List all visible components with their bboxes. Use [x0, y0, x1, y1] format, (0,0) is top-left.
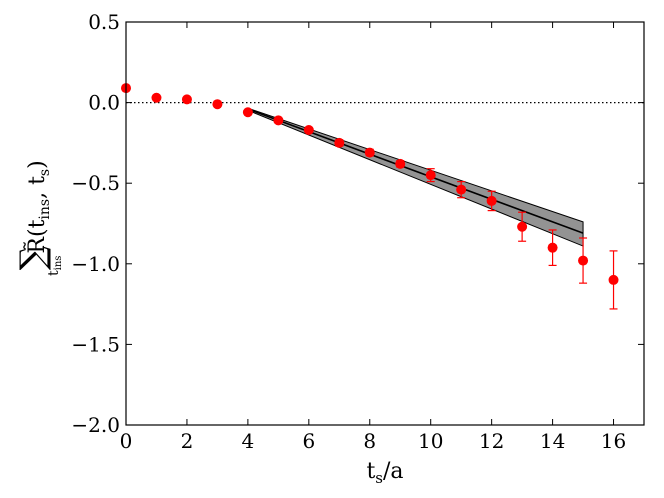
y-label-sum-sub2: ins: [53, 256, 64, 271]
data-point: [334, 137, 345, 148]
data-point: [273, 115, 284, 126]
data-point: [517, 221, 528, 232]
data-point: [364, 147, 375, 158]
data-point: [181, 94, 192, 105]
data-point: [303, 125, 314, 136]
x-tick-label: 10: [418, 429, 443, 453]
fit-band-layer: [247, 107, 584, 247]
axes-frame: [125, 21, 645, 426]
y-axis-label: ∑tinsR̃(tins, ts): [13, 160, 64, 276]
data-point: [395, 158, 406, 169]
data-point: [608, 274, 619, 285]
data-point: [212, 99, 223, 110]
x-tick-label: 0: [120, 429, 133, 453]
x-label-rest: /a: [383, 459, 404, 484]
data-point: [151, 92, 162, 103]
y-label-sep: , t: [25, 176, 50, 199]
data-point: [578, 255, 589, 266]
svg-text:∑tinsR̃(tins, ts): ∑tinsR̃(tins, ts): [13, 160, 64, 276]
plot-frame: [125, 21, 645, 426]
y-label-arg2-sub: s: [37, 169, 53, 176]
y-label-close: ): [25, 160, 50, 169]
y-tick-label: −2.0: [71, 413, 120, 437]
y-tick-label: 0.5: [88, 10, 120, 34]
y-tick-label: −0.5: [71, 171, 120, 195]
data-point: [486, 195, 497, 206]
x-tick-label: 2: [181, 429, 194, 453]
data-point: [456, 184, 467, 195]
x-label-sub: s: [375, 469, 383, 487]
y-tick-label: 0.0: [88, 91, 120, 115]
tick-layer: 0 2 4 6 8 10 12 14 16 −2.0 −1.5 −1.0 −0.5 0.0 0.5: [71, 10, 644, 453]
x-tick-label: 14: [540, 429, 565, 453]
y-tick-label: −1.5: [71, 332, 120, 356]
y-label-main: R̃(t: [24, 219, 50, 253]
data-point: [547, 242, 558, 253]
data-point: [425, 170, 436, 181]
x-axis-label: ts/a: [366, 459, 403, 487]
data-point: [242, 107, 253, 118]
x-tick-label: 6: [302, 429, 315, 453]
x-label-main: t: [366, 459, 375, 484]
x-tick-label: 4: [242, 429, 255, 453]
x-tick-label: 12: [479, 429, 504, 453]
error-bar-layer: [274, 118, 618, 310]
x-tick-label: 8: [363, 429, 376, 453]
data-point-layer: [121, 83, 619, 285]
x-tick-label: 16: [601, 429, 626, 453]
fit-error-band: [247, 107, 584, 247]
fit-line-layer: [247, 108, 584, 234]
y-tick-label: −1.0: [71, 252, 120, 276]
y-label-arg1-sub: ins: [37, 199, 53, 220]
y-label-sum: ∑: [13, 246, 53, 270]
fit-line: [247, 108, 584, 234]
y-label-sum-sub: t: [46, 270, 62, 276]
